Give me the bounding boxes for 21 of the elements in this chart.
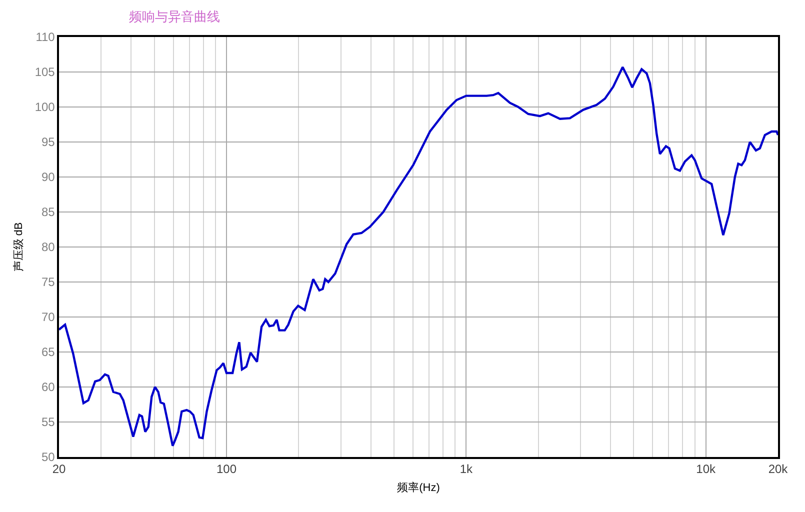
y-tick-label: 55 bbox=[41, 415, 56, 430]
x-tick-label: 10k bbox=[696, 462, 717, 476]
y-axis-title: 声压级 dB bbox=[12, 222, 25, 272]
y-tick-label: 105 bbox=[34, 65, 56, 80]
y-tick-label: 85 bbox=[41, 205, 56, 220]
y-tick-label: 90 bbox=[41, 170, 56, 184]
y-tick-label: 95 bbox=[41, 135, 56, 150]
y-tick-label: 70 bbox=[41, 310, 56, 324]
x-tick-label: 20k bbox=[768, 462, 789, 476]
y-tick-label: 50 bbox=[41, 450, 56, 464]
chart-title: 频响与异音曲线 bbox=[128, 8, 220, 24]
y-tick-label: 110 bbox=[36, 30, 56, 44]
y-tick-label: 65 bbox=[41, 345, 56, 360]
x-tick-label: 1k bbox=[460, 462, 474, 476]
y-tick-label: 75 bbox=[41, 275, 56, 290]
y-tick-label: 80 bbox=[41, 240, 56, 254]
x-tick-label: 100 bbox=[216, 462, 237, 476]
x-tick-label: 20 bbox=[52, 462, 66, 476]
x-axis-title: 频率(Hz) bbox=[397, 480, 440, 494]
y-tick-label: 100 bbox=[34, 100, 56, 114]
y-tick-label: 60 bbox=[41, 380, 56, 394]
